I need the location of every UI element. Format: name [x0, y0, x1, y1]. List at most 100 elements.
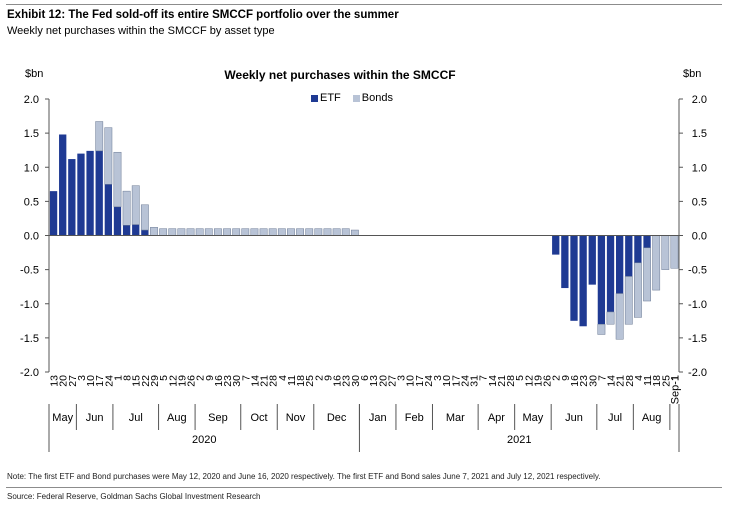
x-tick-label: 10	[441, 375, 453, 387]
y-tick-label-right: -1.5	[688, 333, 707, 345]
x-tick-label: 2	[195, 375, 207, 381]
bar-etf	[95, 150, 103, 236]
bar-bonds	[223, 228, 231, 236]
x-tick-label: 3	[76, 375, 88, 381]
month-label: Jan	[369, 412, 387, 424]
x-tick-label: 23	[578, 375, 590, 387]
bar-bonds	[113, 151, 122, 208]
x-tick-label: 14	[249, 375, 261, 387]
x-tick-label: 18	[651, 375, 663, 387]
y-tick-label-left: 1.0	[24, 162, 39, 174]
x-tick-label: 16	[569, 375, 581, 387]
bar-etf	[634, 235, 642, 263]
exhibit-subtitle: Weekly net purchases within the SMCCF by…	[7, 25, 275, 37]
x-tick-label: 14	[606, 375, 618, 387]
bar-etf	[49, 191, 58, 236]
bar-etf	[86, 150, 94, 236]
y-tick-label-left: -2.0	[20, 367, 39, 379]
bar-etf	[552, 235, 560, 255]
bar-bonds	[287, 228, 295, 236]
x-tick-label: 6	[359, 375, 371, 381]
month-label: Mar	[446, 412, 465, 424]
month-label: Jul	[129, 412, 143, 424]
x-tick-label: 5	[514, 375, 526, 381]
x-tick-label: 21	[615, 375, 627, 387]
bar-etf	[616, 235, 624, 294]
bar-bonds	[168, 228, 177, 236]
bar-bonds	[314, 228, 323, 236]
y-tick-label-right: 1.5	[692, 128, 707, 140]
legend-item-etf: ETF	[311, 92, 341, 104]
bar-etf	[643, 235, 651, 248]
x-tick-label: 17	[450, 375, 462, 387]
x-tick-label: 26	[186, 375, 198, 387]
x-tick-label: 28	[624, 375, 636, 387]
x-tick-label: 12	[167, 375, 179, 387]
bar-bonds	[140, 204, 149, 231]
y-tick-label-left: 2.0	[24, 94, 39, 106]
x-tick-label: 7	[478, 375, 490, 381]
source-line: Source: Federal Reserve, Goldman Sachs G…	[7, 492, 261, 501]
x-tick-label: 30	[350, 375, 362, 387]
x-tick-label: 26	[542, 375, 554, 387]
x-tick-label: 31	[469, 375, 481, 387]
y-tick-label-left: -0.5	[20, 265, 39, 277]
bar-etf	[59, 134, 67, 236]
legend-swatch-bonds	[352, 94, 360, 102]
x-tick-label: 24	[103, 375, 115, 387]
bar-bonds	[150, 227, 158, 236]
x-tick-label: 19	[176, 375, 188, 387]
month-label: Aug	[642, 412, 662, 424]
legend-label-etf: ETF	[320, 92, 341, 104]
x-tick-label: 1	[669, 375, 681, 381]
x-tick-label: 20	[377, 375, 389, 387]
bar-bonds	[195, 228, 204, 236]
x-tick-label: 11	[642, 375, 654, 386]
bar-bonds	[104, 127, 113, 185]
bar-bonds	[268, 228, 277, 236]
bar-bonds	[177, 228, 186, 236]
bar-bonds	[131, 185, 140, 225]
chart-legend: ETF Bonds	[311, 92, 405, 104]
chart-title: Weekly net purchases within the SMCCF	[224, 68, 456, 82]
y-tick-label-right: 1.0	[692, 162, 707, 174]
bar-bonds	[296, 228, 304, 236]
footnote: Note: The first ETF and Bond purchases w…	[7, 472, 601, 481]
bar-etf	[579, 235, 587, 327]
x-tick-label: 25	[660, 375, 672, 387]
x-tick-label: 22	[140, 375, 152, 387]
bar-etf	[606, 235, 615, 312]
x-tick-label: 5	[158, 375, 170, 381]
x-tick-label: 18	[295, 375, 307, 387]
bar-bonds	[350, 229, 359, 236]
y-tick-label-right: -0.5	[688, 265, 707, 277]
bar-etf	[570, 235, 578, 321]
x-tick-label: 29	[149, 375, 161, 387]
bar-bonds	[214, 228, 222, 236]
bar-etf	[625, 235, 633, 277]
x-tick-label: 4	[277, 375, 289, 381]
month-label: Oct	[250, 412, 267, 424]
y-tick-label-right: 0.5	[692, 196, 707, 208]
x-tick-label: 12	[523, 375, 535, 387]
x-tick-label: 13	[368, 375, 380, 387]
bar-bonds	[670, 235, 679, 269]
x-tick-label: 23	[341, 375, 353, 387]
y-tick-label-left: 0.5	[24, 196, 39, 208]
year-label: 2020	[192, 434, 216, 446]
month-label: Apr	[488, 412, 505, 424]
y-axis-unit-right: $bn	[683, 68, 702, 80]
bar-etf	[104, 184, 112, 236]
x-tick-label: 27	[67, 375, 79, 387]
y-tick-label-left: 1.5	[24, 128, 39, 140]
bar-bonds	[624, 276, 633, 325]
month-label: Dec	[327, 412, 347, 424]
x-tick-label: 28	[268, 375, 280, 387]
y-tick-label-left: 0.0	[24, 231, 39, 243]
x-tick-label: 9	[322, 375, 334, 381]
x-tick-label: 24	[423, 375, 435, 387]
x-tick-label: 3	[396, 375, 408, 381]
x-tick-label: 10	[85, 375, 97, 387]
x-tick-label: 7	[596, 375, 608, 381]
legend-label-bonds: Bonds	[361, 92, 393, 104]
